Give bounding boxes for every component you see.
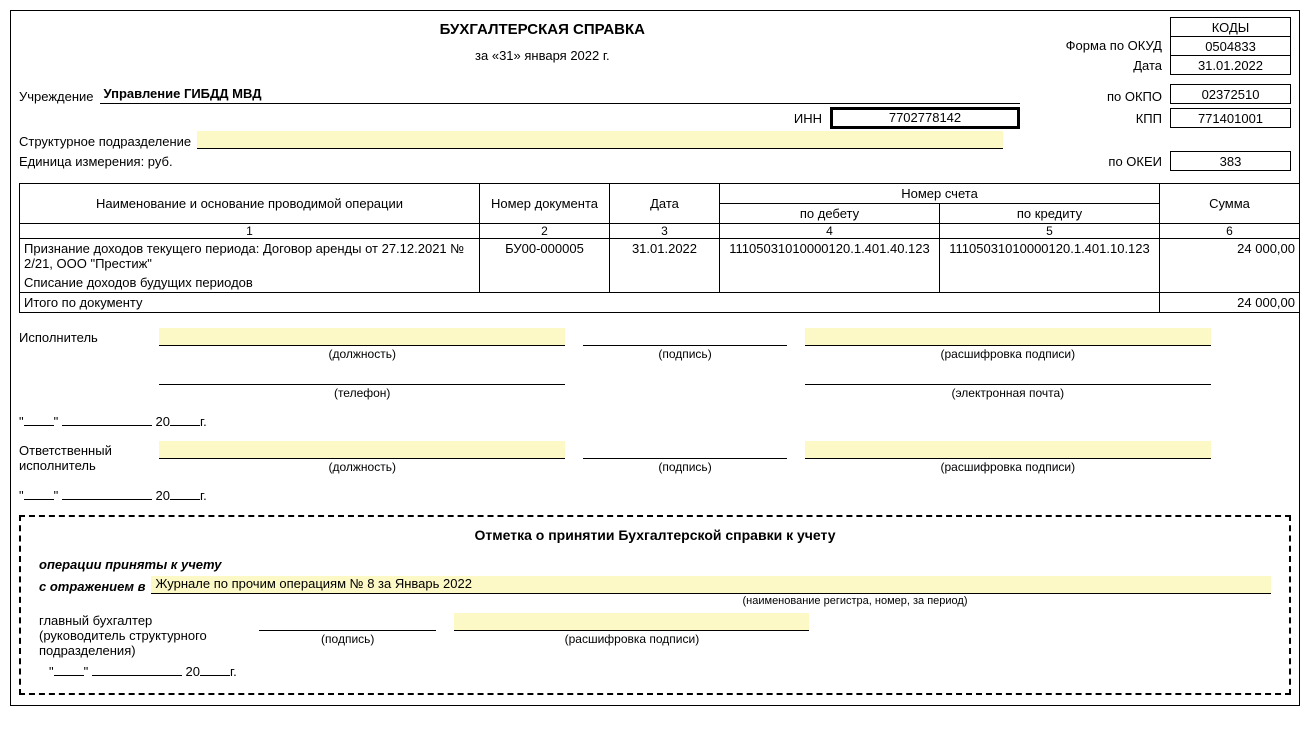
row-date: 31.01.2022 xyxy=(610,239,720,274)
date-value: 31.01.2022 xyxy=(1171,56,1291,75)
date-label: Дата xyxy=(1066,56,1162,76)
row-credit: 11105031010000120.1.401.10.123 xyxy=(940,239,1160,274)
date-line-1: "" 20г. xyxy=(19,414,1291,429)
th-sum: Сумма xyxy=(1160,184,1300,224)
executor-label: Исполнитель xyxy=(19,328,159,345)
chief-signature[interactable] xyxy=(259,613,436,631)
operations-table: Наименование и основание проводимой опер… xyxy=(19,183,1300,313)
resp-position[interactable] xyxy=(159,441,565,459)
row-docnum: БУ00-000005 xyxy=(480,239,610,274)
stamp-box: Отметка о принятии Бухгалтерской справки… xyxy=(19,515,1291,695)
th-name: Наименование и основание проводимой опер… xyxy=(20,184,480,224)
okpo-value: 02372510 xyxy=(1171,85,1291,104)
doc-subtitle: за «31» января 2022 г. xyxy=(19,48,1066,63)
org-value: Управление ГИБДД МВД xyxy=(100,86,1020,104)
table-row: Признание доходов текущего периода: Дого… xyxy=(20,239,1300,274)
chief-decipher[interactable] xyxy=(454,613,809,631)
resp-signature[interactable] xyxy=(583,441,786,459)
stamp-title: Отметка о принятии Бухгалтерской справки… xyxy=(39,527,1271,543)
dept-value[interactable] xyxy=(197,131,1003,149)
journal-value[interactable]: Журнале по прочим операциям № 8 за Январ… xyxy=(151,576,1271,594)
row-debit: 11105031010000120.1.401.40.123 xyxy=(720,239,940,274)
th-docnum: Номер документа xyxy=(480,184,610,224)
th-credit: по кредиту xyxy=(940,204,1160,224)
exec-phone[interactable] xyxy=(159,367,565,385)
row-desc2: Списание доходов будущих периодов xyxy=(20,273,480,293)
doc-title: БУХГАЛТЕРСКАЯ СПРАВКА xyxy=(19,21,1066,38)
okud-value: 0504833 xyxy=(1171,37,1291,56)
okei-value: 383 xyxy=(1171,152,1291,171)
th-debit: по дебету xyxy=(720,204,940,224)
dept-label: Структурное подразделение xyxy=(19,134,197,149)
okei-label: по ОКЕИ xyxy=(1020,154,1170,169)
kpp-label: КПП xyxy=(1020,111,1170,126)
resp-decipher[interactable] xyxy=(805,441,1211,459)
exec-decipher[interactable] xyxy=(805,328,1211,346)
exec-signature[interactable] xyxy=(583,328,786,346)
journal-caption: (наименование регистра, номер, за период… xyxy=(39,595,1271,607)
exec-email[interactable] xyxy=(805,367,1211,385)
th-account: Номер счета xyxy=(720,184,1160,204)
org-label: Учреждение xyxy=(19,89,100,104)
resp-label2: исполнитель xyxy=(19,458,159,473)
total-sum: 24 000,00 xyxy=(1160,293,1300,313)
stamp-line2-prefix: с отражением в xyxy=(39,579,151,594)
row-desc: Признание доходов текущего периода: Дого… xyxy=(20,239,480,274)
th-date: Дата xyxy=(610,184,720,224)
inn-label: ИНН xyxy=(19,111,830,126)
chief-label2b: подразделения) xyxy=(39,643,259,658)
total-label: Итого по документу xyxy=(20,293,1160,313)
row-sum: 24 000,00 xyxy=(1160,239,1300,274)
inn-value: 7702778142 xyxy=(830,107,1020,129)
date-line-2: "" 20г. xyxy=(19,488,1291,503)
chief-label2a: (руководитель структурного xyxy=(39,628,259,643)
stamp-line1: операции приняты к учету xyxy=(39,557,1271,572)
okpo-label: по ОКПО xyxy=(1020,89,1170,104)
exec-position[interactable] xyxy=(159,328,565,346)
codes-header: КОДЫ xyxy=(1171,18,1291,37)
date-line-3: "" 20г. xyxy=(39,664,1271,679)
kpp-value: 771401001 xyxy=(1171,109,1291,128)
total-row: Итого по документу 24 000,00 xyxy=(20,293,1300,313)
chief-label: главный бухгалтер xyxy=(39,613,259,628)
okud-label: Форма по ОКУД xyxy=(1066,36,1162,56)
unit-label: Единица измерения: руб. xyxy=(19,154,1020,169)
resp-label1: Ответственный xyxy=(19,443,159,458)
